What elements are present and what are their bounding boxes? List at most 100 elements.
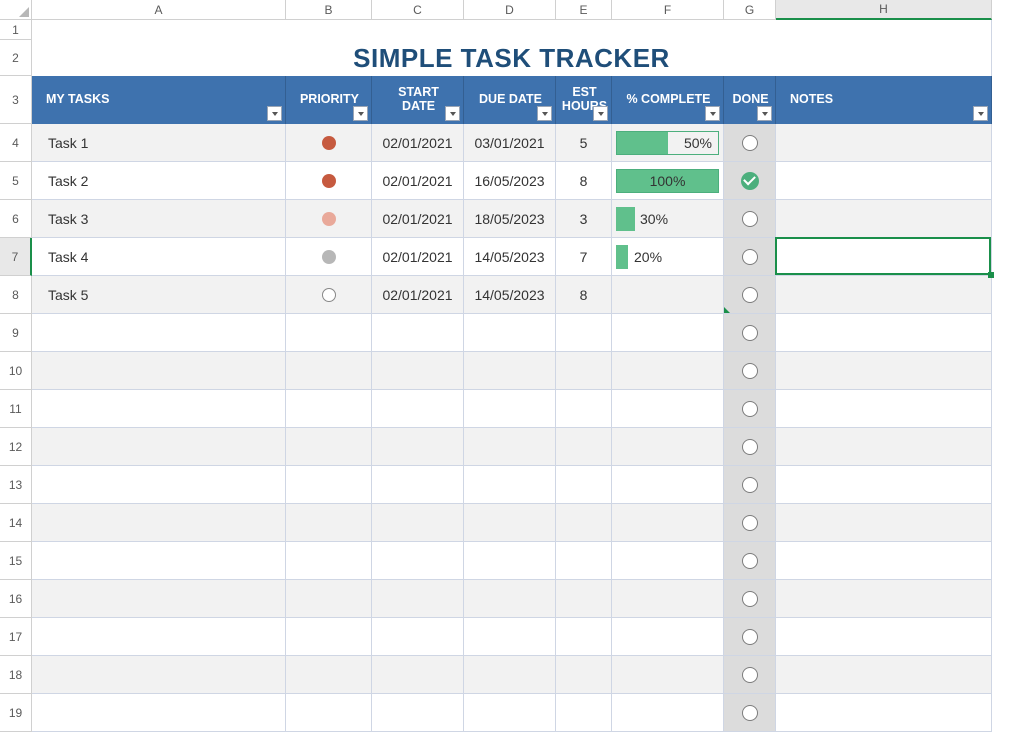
- table-header-notes[interactable]: NOTES: [776, 76, 992, 124]
- table-header-priority[interactable]: PRIORITY: [286, 76, 372, 124]
- empty-cell[interactable]: [612, 390, 724, 428]
- table-header-done[interactable]: DONE: [724, 76, 776, 124]
- row-header-2[interactable]: 2: [0, 40, 32, 76]
- est-hours-cell[interactable]: 5: [556, 124, 612, 162]
- fill-handle[interactable]: [988, 272, 994, 278]
- priority-cell[interactable]: [286, 238, 372, 276]
- empty-cell[interactable]: [724, 542, 776, 580]
- empty-cell[interactable]: [372, 542, 464, 580]
- notes-cell[interactable]: [776, 238, 992, 276]
- empty-cell[interactable]: [286, 618, 372, 656]
- empty-cell[interactable]: [286, 694, 372, 732]
- notes-cell[interactable]: [776, 162, 992, 200]
- column-header-C[interactable]: C: [372, 0, 464, 20]
- task-name-cell[interactable]: Task 1: [32, 124, 286, 162]
- empty-cell[interactable]: [372, 656, 464, 694]
- column-header-A[interactable]: A: [32, 0, 286, 20]
- empty-cell[interactable]: [556, 694, 612, 732]
- column-header-B[interactable]: B: [286, 0, 372, 20]
- priority-cell[interactable]: [286, 124, 372, 162]
- empty-cell[interactable]: [286, 656, 372, 694]
- row-header-8[interactable]: 8: [0, 276, 32, 314]
- priority-cell[interactable]: [286, 200, 372, 238]
- empty-cell[interactable]: [32, 580, 286, 618]
- empty-cell[interactable]: [724, 504, 776, 542]
- empty-cell[interactable]: [612, 656, 724, 694]
- table-header-my-tasks[interactable]: MY TASKS: [32, 76, 286, 124]
- row-header-17[interactable]: 17: [0, 618, 32, 656]
- empty-cell[interactable]: [372, 504, 464, 542]
- start-date-cell[interactable]: 02/01/2021: [372, 162, 464, 200]
- est-hours-cell[interactable]: 3: [556, 200, 612, 238]
- due-date-cell[interactable]: 03/01/2021: [464, 124, 556, 162]
- empty-cell[interactable]: [32, 542, 286, 580]
- column-header-F[interactable]: F: [612, 0, 724, 20]
- empty-cell[interactable]: [612, 428, 724, 466]
- empty-cell[interactable]: [724, 694, 776, 732]
- start-date-cell[interactable]: 02/01/2021: [372, 238, 464, 276]
- est-hours-cell[interactable]: 8: [556, 276, 612, 314]
- empty-cell[interactable]: [556, 352, 612, 390]
- empty-cell[interactable]: [32, 428, 286, 466]
- empty-cell[interactable]: [286, 542, 372, 580]
- row-header-16[interactable]: 16: [0, 580, 32, 618]
- due-date-cell[interactable]: 14/05/2023: [464, 238, 556, 276]
- empty-cell[interactable]: [776, 352, 992, 390]
- pct-complete-cell[interactable]: 50%: [612, 124, 724, 162]
- notes-cell[interactable]: [776, 276, 992, 314]
- row-header-13[interactable]: 13: [0, 466, 32, 504]
- empty-cell[interactable]: [464, 352, 556, 390]
- empty-cell[interactable]: [776, 428, 992, 466]
- row-header-7[interactable]: 7: [0, 238, 32, 276]
- empty-cell[interactable]: [286, 390, 372, 428]
- start-date-cell[interactable]: 02/01/2021: [372, 200, 464, 238]
- pct-complete-cell[interactable]: 30%: [612, 200, 724, 238]
- empty-cell[interactable]: [32, 314, 286, 352]
- empty-cell[interactable]: [556, 466, 612, 504]
- row-header-1[interactable]: 1: [0, 20, 32, 40]
- row-header-5[interactable]: 5: [0, 162, 32, 200]
- empty-cell[interactable]: [776, 542, 992, 580]
- start-date-cell[interactable]: 02/01/2021: [372, 124, 464, 162]
- table-header-est-hours[interactable]: ESTHOURS: [556, 76, 612, 124]
- empty-cell[interactable]: [776, 618, 992, 656]
- empty-cell[interactable]: [776, 504, 992, 542]
- row-header-9[interactable]: 9: [0, 314, 32, 352]
- priority-cell[interactable]: [286, 162, 372, 200]
- filter-dropdown-icon[interactable]: [973, 106, 988, 121]
- empty-cell[interactable]: [724, 466, 776, 504]
- empty-cell[interactable]: [464, 504, 556, 542]
- row-header-4[interactable]: 4: [0, 124, 32, 162]
- title-cell[interactable]: SIMPLE TASK TRACKER: [32, 40, 992, 76]
- empty-cell[interactable]: [612, 580, 724, 618]
- column-header-H[interactable]: H: [776, 0, 992, 20]
- empty-cell[interactable]: [556, 504, 612, 542]
- filter-dropdown-icon[interactable]: [757, 106, 772, 121]
- filter-dropdown-icon[interactable]: [445, 106, 460, 121]
- empty-cell[interactable]: [464, 466, 556, 504]
- spreadsheet-grid[interactable]: ABCDEFGH12SIMPLE TASK TRACKER3MY TASKSPR…: [0, 0, 1024, 732]
- empty-cell[interactable]: [32, 618, 286, 656]
- done-cell[interactable]: [724, 276, 776, 314]
- column-header-D[interactable]: D: [464, 0, 556, 20]
- empty-cell[interactable]: [556, 542, 612, 580]
- empty-cell[interactable]: [32, 656, 286, 694]
- row-header-10[interactable]: 10: [0, 352, 32, 390]
- filter-dropdown-icon[interactable]: [705, 106, 720, 121]
- empty-cell[interactable]: [32, 694, 286, 732]
- empty-cell[interactable]: [464, 656, 556, 694]
- empty-cell[interactable]: [724, 656, 776, 694]
- empty-cell[interactable]: [372, 428, 464, 466]
- empty-cell[interactable]: [286, 428, 372, 466]
- row-header-15[interactable]: 15: [0, 542, 32, 580]
- row-header-19[interactable]: 19: [0, 694, 32, 732]
- empty-cell[interactable]: [724, 580, 776, 618]
- cell[interactable]: [724, 20, 776, 40]
- task-name-cell[interactable]: Task 5: [32, 276, 286, 314]
- empty-cell[interactable]: [286, 580, 372, 618]
- empty-cell[interactable]: [776, 466, 992, 504]
- est-hours-cell[interactable]: 7: [556, 238, 612, 276]
- empty-cell[interactable]: [464, 428, 556, 466]
- cell[interactable]: [556, 20, 612, 40]
- done-cell[interactable]: [724, 124, 776, 162]
